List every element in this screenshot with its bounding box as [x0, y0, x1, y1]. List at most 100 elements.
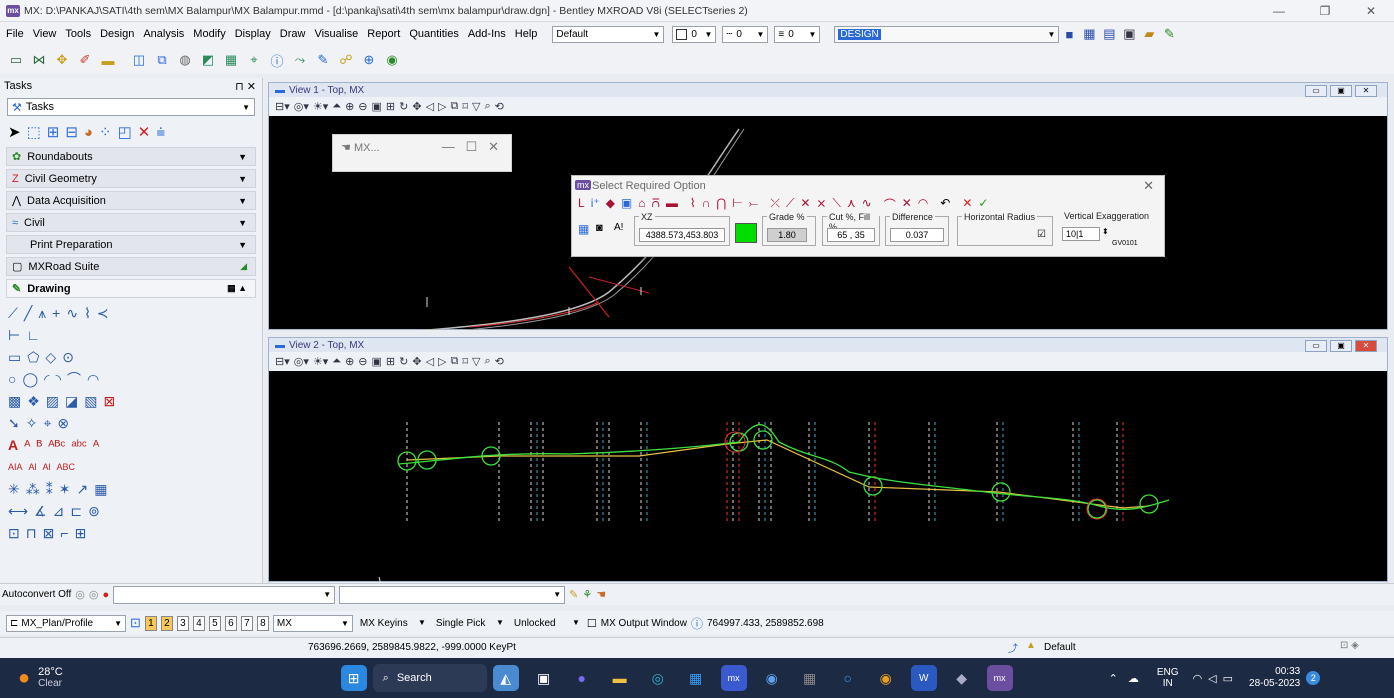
- sag-icon[interactable]: ⋂: [716, 196, 727, 210]
- menu-design[interactable]: Design: [100, 28, 135, 40]
- menu-report[interactable]: Report: [367, 28, 401, 40]
- pan-icon[interactable]: ✥: [412, 356, 422, 368]
- camera-icon[interactable]: ⌑: [462, 101, 469, 113]
- keyin-combo[interactable]: ▼: [113, 585, 336, 604]
- curve-fit-icon[interactable]: ⌇: [689, 196, 696, 210]
- measure-icon[interactable]: ⌖: [250, 52, 258, 67]
- dim-ordinate-icon[interactable]: ⊿: [52, 502, 65, 519]
- clock[interactable]: 00:33 28-05-2023: [1249, 666, 1301, 689]
- text-fit-icon[interactable]: Al: [28, 462, 37, 472]
- menu-help[interactable]: Help: [514, 28, 538, 40]
- tasks-selector[interactable]: ⚒ Tasks ▼: [7, 98, 255, 116]
- border-icon[interactable]: ⊞: [74, 524, 87, 541]
- diamond-icon[interactable]: ◇: [45, 348, 57, 365]
- paint-icon[interactable]: ✐: [79, 52, 91, 67]
- rotate-icon[interactable]: ↻: [399, 356, 409, 368]
- pick-icon[interactable]: ☍: [339, 52, 353, 67]
- close-icon[interactable]: ✕: [1143, 178, 1154, 193]
- place-line-icon[interactable]: ╱: [23, 304, 33, 321]
- group-mxroad-suite[interactable]: ▢ MXRoad Suite ◢: [6, 257, 256, 276]
- region-icon[interactable]: ▧: [84, 392, 98, 409]
- edit-icon[interactable]: ✎: [317, 52, 329, 67]
- menu-addins[interactable]: Add-Ins: [467, 28, 506, 40]
- circle-icon[interactable]: ○: [8, 371, 17, 387]
- place-smartline-icon[interactable]: ⟋: [8, 304, 18, 321]
- zoom-in-icon[interactable]: ⊕: [345, 101, 355, 113]
- scatter-icon[interactable]: ⁘: [98, 124, 112, 141]
- info-icon[interactable]: ⓘ: [270, 53, 284, 69]
- wave-icon[interactable]: ∿: [861, 196, 872, 210]
- view-number-6[interactable]: 6: [224, 615, 237, 631]
- fill-icon[interactable]: ▩: [8, 392, 22, 409]
- clip-icon[interactable]: ▽: [472, 356, 481, 368]
- pick-combo[interactable]: Single Pick ▼: [435, 617, 504, 629]
- sphere-icon[interactable]: ◍: [179, 52, 191, 67]
- diamond-red-icon[interactable]: ◆: [605, 196, 615, 210]
- search-view-icon[interactable]: ⌕: [484, 355, 491, 367]
- dim-element-icon[interactable]: ⊏: [70, 502, 83, 519]
- cell-icon[interactable]: ❖: [27, 392, 40, 409]
- language-indicator[interactable]: ENG IN: [1156, 667, 1179, 689]
- camera-icon[interactable]: ⌑: [462, 356, 469, 368]
- bspline-icon[interactable]: ⌇: [84, 304, 91, 321]
- fence-icon[interactable]: ⊟: [65, 124, 78, 141]
- group-drawing[interactable]: ✎ Drawing ▦ ▲: [6, 279, 256, 298]
- arrow-tool-icon[interactable]: ➘: [8, 414, 20, 431]
- folder-icon[interactable]: ▬: [101, 52, 115, 68]
- view-previous-icon[interactable]: ◁: [425, 356, 435, 368]
- color-swatch[interactable]: [735, 223, 757, 243]
- polygon-icon[interactable]: ⬠: [27, 348, 40, 365]
- cutfill-value[interactable]: 65 , 35: [827, 228, 875, 242]
- view-1-close[interactable]: ✕: [1355, 85, 1377, 97]
- rect-select-icon[interactable]: ⬚: [26, 124, 41, 141]
- star-tool-icon[interactable]: ✳: [8, 480, 20, 497]
- cross-icon[interactable]: ⤫: [770, 196, 780, 210]
- sparkle-icon[interactable]: ✶: [58, 480, 71, 497]
- update-icon[interactable]: ⏶: [332, 100, 342, 112]
- group-data-acquisition[interactable]: ⋀ Data Acquisition ▼: [6, 191, 256, 210]
- fit-view-icon[interactable]: ⊞: [385, 101, 396, 113]
- grid-icon[interactable]: ▦: [224, 52, 238, 67]
- dim-linear-icon[interactable]: ⟷: [8, 502, 29, 519]
- valley-icon[interactable]: ◠: [917, 196, 929, 210]
- view-number-3[interactable]: 3: [176, 615, 189, 631]
- wifi-icon[interactable]: ◠: [1192, 672, 1203, 685]
- view-2-maximize[interactable]: ▣: [1330, 340, 1352, 352]
- close-tool-icon[interactable]: ⊗: [57, 414, 70, 431]
- arrow-select-icon[interactable]: ➤: [8, 124, 21, 141]
- group-roundabouts[interactable]: ✿ Roundabouts ▼: [6, 147, 256, 166]
- keyins-combo[interactable]: MX Keyins ▼: [359, 617, 426, 629]
- view-2-close[interactable]: ✕: [1355, 340, 1377, 352]
- lock-icon[interactable]: ▲: [1026, 640, 1036, 651]
- stair-icon[interactable]: ⌐: [60, 525, 69, 541]
- record-icon[interactable]: ●: [102, 588, 110, 601]
- edge-icon[interactable]: ◎: [651, 669, 664, 686]
- menu-draw[interactable]: Draw: [279, 28, 306, 40]
- close-button[interactable]: ✕: [1365, 4, 1377, 18]
- window-area-icon[interactable]: ▣: [371, 101, 382, 113]
- group-select-icon[interactable]: ⊞: [46, 124, 60, 141]
- text-icon[interactable]: A!: [614, 222, 624, 233]
- wand-icon[interactable]: ⚘: [582, 589, 593, 601]
- bridge-icon[interactable]: ⩃: [651, 196, 660, 210]
- taskbar-search[interactable]: ⌕ Search: [372, 664, 487, 692]
- zoom-in-icon[interactable]: ⊕: [345, 356, 355, 368]
- pen-icon[interactable]: ✎: [1163, 26, 1175, 41]
- lighting-icon[interactable]: ☀▾: [312, 356, 329, 368]
- circle-dot-icon[interactable]: ⊙: [62, 348, 74, 365]
- double-x-icon[interactable]: ⨯: [816, 196, 827, 210]
- curve-icon[interactable]: ∿: [66, 304, 79, 321]
- view-number-5[interactable]: 5: [208, 615, 221, 631]
- level-combo[interactable]: Default ▼: [552, 25, 665, 43]
- status-icons[interactable]: ⊡ ◈: [1340, 640, 1359, 651]
- dim-radial-icon[interactable]: ⊚: [88, 502, 100, 519]
- stream-icon[interactable]: ≺: [96, 304, 109, 321]
- view-number-8[interactable]: 8: [256, 615, 269, 631]
- calculator-icon[interactable]: ▦: [803, 669, 817, 686]
- scatter-tool-icon[interactable]: ⁂: [25, 480, 40, 497]
- view-number-7[interactable]: 7: [240, 615, 253, 631]
- design-field[interactable]: DESIGN ▼: [834, 25, 1060, 43]
- target-icon[interactable]: ⊕: [363, 52, 375, 67]
- display-style-icon[interactable]: ◎▾: [293, 101, 309, 113]
- circle-gray-icon[interactable]: ◎: [75, 589, 85, 601]
